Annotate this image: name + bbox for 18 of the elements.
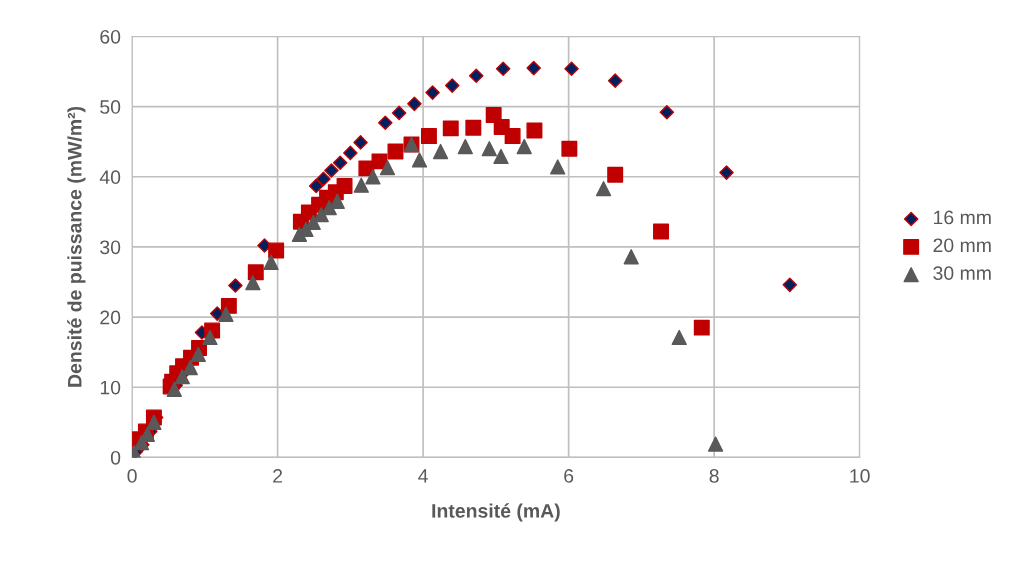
- y-tick-label: 0: [110, 450, 121, 465]
- legend-label: 16 mm: [934, 210, 991, 225]
- y-tick-label: 10: [100, 380, 121, 395]
- x-tick-label: 6: [564, 469, 574, 483]
- y-axis-title: Densité de puissance (mW/m²): [67, 106, 86, 387]
- y-tick-label: 30: [100, 240, 121, 255]
- y-tick-label: 20: [100, 310, 121, 325]
- x-axis-title: Intensité (mA): [432, 503, 560, 522]
- y-tick-label: 60: [100, 29, 121, 44]
- x-tick-label: 8: [709, 469, 719, 483]
- legend-label: 20 mm: [933, 238, 991, 253]
- y-tick-label: 40: [99, 170, 121, 185]
- x-tick-label: 0: [127, 469, 137, 483]
- x-tick-label: 2: [273, 469, 283, 483]
- legend-label: 30 mm: [933, 266, 991, 281]
- y-tick-label: 50: [100, 100, 121, 114]
- x-tick-label: 4: [418, 469, 428, 483]
- x-tick-label: 10: [850, 469, 870, 483]
